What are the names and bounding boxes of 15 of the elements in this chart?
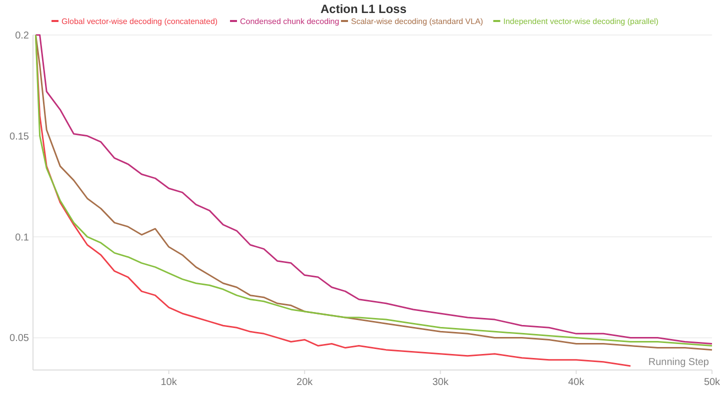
legend-label: Condensed chunk decoding	[240, 17, 340, 26]
x-tick-label: 30k	[432, 377, 450, 388]
chart-title: Action L1 Loss	[320, 2, 407, 16]
y-tick-label: 0.1	[15, 232, 30, 244]
y-tick-label: 0.15	[10, 131, 30, 142]
legend-label: Global vector-wise decoding (concatenated)	[62, 17, 218, 26]
y-tick-label: 0.2	[15, 30, 30, 42]
x-axis-title: Running Step	[648, 357, 710, 368]
x-tick-label: 20k	[296, 377, 314, 388]
legend-label: Scalar-wise decoding (standard VLA)	[351, 17, 484, 26]
x-tick-label: 40k	[568, 377, 586, 388]
y-tick-label: 0.05	[10, 333, 30, 344]
x-tick-label: 10k	[160, 377, 178, 388]
x-tick-label: 50k	[704, 377, 722, 388]
legend-label: Independent vector-wise decoding (parallel)	[503, 17, 659, 26]
